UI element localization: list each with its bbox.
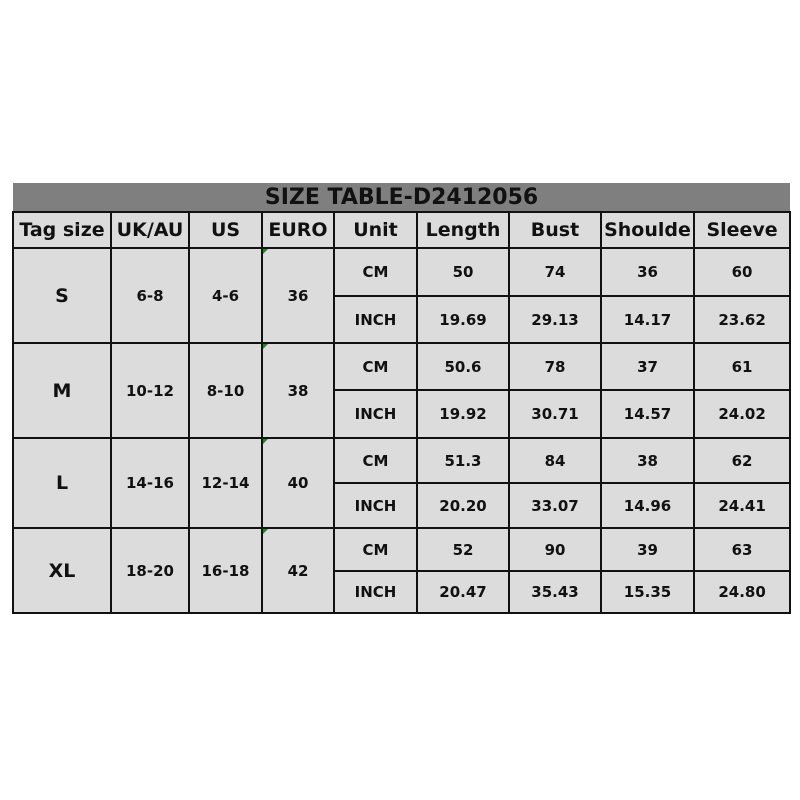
- table-row: XL 18-20 16-18 42 CM 52 90 39 63: [12, 527, 792, 614]
- us-size: 4-6: [188, 247, 263, 344]
- unit-label: CM: [333, 342, 418, 391]
- uk-au-size: 10-12: [110, 342, 190, 439]
- uk-au-size: 14-16: [110, 437, 190, 529]
- cm-value: 50.6: [416, 342, 510, 391]
- inch-value: 24.41: [692, 482, 792, 529]
- inch-value: 24.02: [692, 389, 792, 439]
- table-row: M 10-12 8-10 38 CM 50.6 78 37 61: [12, 342, 792, 439]
- size-tag: M: [12, 342, 112, 439]
- inch-value: 15.35: [600, 570, 695, 614]
- column-header: EURO: [261, 211, 335, 249]
- inch-value: 35.43: [508, 570, 602, 614]
- cm-value: 50: [416, 247, 510, 297]
- column-header: Sleeve: [692, 211, 792, 249]
- inch-value: 14.57: [600, 389, 695, 439]
- unit-label: CM: [333, 247, 418, 297]
- cm-value: 62: [692, 437, 792, 484]
- unit-label: INCH: [333, 482, 418, 529]
- unit-label: INCH: [333, 570, 418, 614]
- cm-value: 90: [508, 527, 602, 572]
- inch-value: 33.07: [508, 482, 602, 529]
- table-row: INCH 20.20 33.07 14.96 24.41: [13, 482, 792, 529]
- cm-value: 51.3: [416, 437, 510, 484]
- us-size: 16-18: [188, 527, 263, 614]
- inch-value: 19.92: [416, 389, 510, 439]
- size-table: SIZE TABLE-D2412056 Tag size UK/AU US EURO U…: [12, 183, 792, 614]
- table-title: SIZE TABLE-D2412056: [13, 183, 791, 213]
- cm-value: 52: [416, 527, 510, 572]
- column-header: UK/AU: [110, 211, 190, 249]
- table-row: L 14-16 12-14 40 CM 51.3 84 38 62: [12, 437, 792, 529]
- column-header: US: [188, 211, 263, 249]
- column-header: Length: [416, 211, 510, 249]
- inch-value: 30.71: [508, 389, 602, 439]
- cm-value: 74: [508, 247, 602, 297]
- inch-value: 23.62: [692, 295, 792, 344]
- euro-size: 36: [261, 247, 335, 344]
- cm-value: 38: [600, 437, 695, 484]
- unit-label: INCH: [333, 295, 418, 344]
- us-size: 8-10: [188, 342, 263, 439]
- table-row: INCH 19.69 29.13 14.17 23.62: [13, 295, 792, 344]
- size-tag: S: [12, 247, 112, 344]
- column-header: Unit: [333, 211, 418, 249]
- cm-value: 36: [600, 247, 695, 297]
- inch-value: 24.80: [692, 570, 792, 614]
- unit-label: INCH: [333, 389, 418, 439]
- us-size: 12-14: [188, 437, 263, 529]
- inch-value: 20.47: [416, 570, 510, 614]
- cm-value: 37: [600, 342, 695, 391]
- column-header: Shoulde: [600, 211, 695, 249]
- inch-value: 19.69: [416, 295, 510, 344]
- inch-value: 14.96: [600, 482, 695, 529]
- size-tag: L: [12, 437, 112, 529]
- uk-au-size: 6-8: [110, 247, 190, 344]
- cm-value: 63: [692, 527, 792, 572]
- column-header: Tag size: [12, 211, 112, 249]
- table-row: S 6-8 4-6 36 CM 50 74 36 60: [12, 247, 792, 344]
- euro-size: 38: [261, 342, 335, 439]
- unit-label: CM: [333, 437, 418, 484]
- inch-value: 14.17: [600, 295, 695, 344]
- size-tag: XL: [12, 527, 112, 614]
- cm-value: 39: [600, 527, 695, 572]
- table-row: INCH 19.92 30.71 14.57 24.02: [13, 389, 792, 439]
- inch-value: 29.13: [508, 295, 602, 344]
- column-header: Bust: [508, 211, 602, 249]
- cm-value: 84: [508, 437, 602, 484]
- euro-size: 40: [261, 437, 335, 529]
- unit-label: CM: [333, 527, 418, 572]
- cm-value: 60: [692, 247, 792, 297]
- uk-au-size: 18-20: [110, 527, 190, 614]
- cm-value: 61: [692, 342, 792, 391]
- table-row: INCH 20.47 35.43 15.35 24.80: [13, 570, 792, 614]
- euro-size: 42: [261, 527, 335, 614]
- cm-value: 78: [508, 342, 602, 391]
- inch-value: 20.20: [416, 482, 510, 529]
